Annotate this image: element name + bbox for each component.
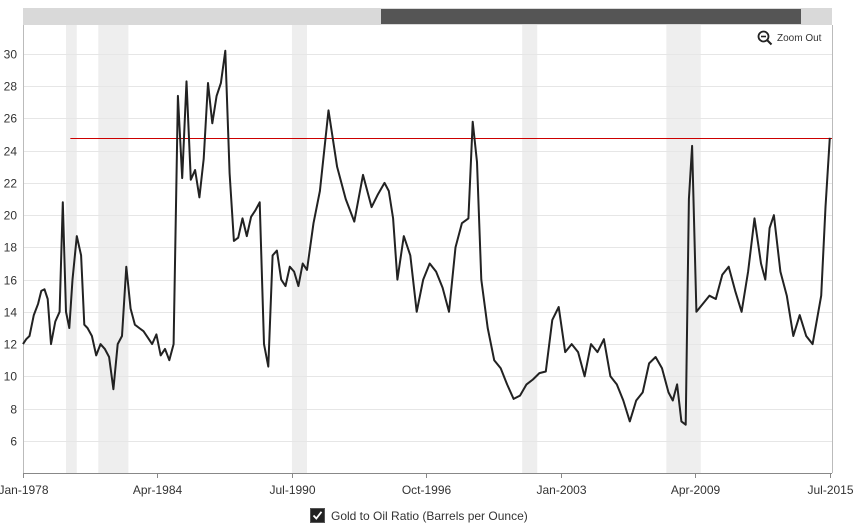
- y-tick-label-14: 14: [4, 306, 18, 320]
- y-tick-label-22: 22: [4, 177, 18, 191]
- legend-label: Gold to Oil Ratio (Barrels per Ounce): [331, 508, 528, 523]
- x-axis-ticks: Jan-1978 Apr-1984 Jul-1990 Oct-1996 Jan-2003…: [0, 473, 854, 497]
- navigator: [23, 8, 832, 25]
- recession-band-3: [291, 25, 308, 473]
- y-tick-label-20: 20: [4, 209, 18, 223]
- y-tick-label-6: 6: [10, 435, 17, 449]
- y-tick-label-10: 10: [4, 370, 18, 384]
- zoom-out-button[interactable]: Zoom Out: [757, 30, 821, 46]
- zoom-out-icon: [757, 30, 773, 46]
- x-tick-label-3: Jul-1990: [269, 483, 315, 497]
- y-tick-label-12: 12: [4, 338, 18, 352]
- zoom-out-label: Zoom Out: [777, 32, 822, 44]
- recession-band-4: [522, 25, 538, 473]
- x-tick-label-7: Jul-2015: [807, 483, 853, 497]
- recession-band-2: [98, 25, 129, 473]
- recession-bands: [66, 25, 701, 473]
- navigator-handle[interactable]: [381, 9, 801, 24]
- checkmark-icon: [312, 511, 323, 520]
- x-tick-label-2: Apr-1984: [133, 483, 183, 497]
- y-tick-label-26: 26: [4, 112, 18, 126]
- recession-band-1: [66, 25, 77, 473]
- grid-lines: [23, 54, 832, 442]
- y-tick-label-24: 24: [4, 145, 18, 159]
- y-tick-label-16: 16: [4, 274, 18, 288]
- legend-checkbox[interactable]: [310, 508, 325, 523]
- y-tick-label-30: 30: [4, 48, 18, 62]
- y-tick-label-18: 18: [4, 241, 18, 255]
- y-axis-ticks: 6 8 10 12 14 16 18 20 22 24 26 28 30: [4, 48, 18, 449]
- x-tick-label-6: Apr-2009: [671, 483, 721, 497]
- series-line-gold-oil-ratio: [22, 49, 831, 426]
- plot-area-background: [23, 25, 832, 473]
- y-tick-label-8: 8: [10, 403, 17, 417]
- x-tick-label-1: Jan-1978: [0, 483, 49, 497]
- x-tick-label-5: Jan-2003: [536, 483, 586, 497]
- x-tick-label-4: Oct-1996: [402, 483, 452, 497]
- legend: Gold to Oil Ratio (Barrels per Ounce): [310, 508, 528, 523]
- y-tick-label-28: 28: [4, 80, 18, 94]
